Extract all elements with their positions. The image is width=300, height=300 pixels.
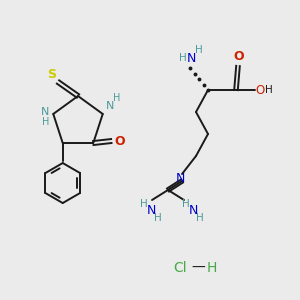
Text: H: H [154, 213, 162, 223]
Text: N: N [188, 203, 198, 217]
Text: N: N [106, 101, 114, 111]
Text: N: N [186, 52, 196, 64]
Text: H: H [42, 117, 49, 127]
Text: H: H [207, 261, 217, 275]
Text: N: N [146, 203, 156, 217]
Text: H: H [179, 53, 187, 63]
Text: —: — [191, 261, 205, 275]
Text: O: O [234, 50, 244, 64]
Text: Cl: Cl [173, 261, 187, 275]
Text: S: S [47, 68, 56, 80]
Text: N: N [41, 107, 50, 117]
Text: N: N [175, 172, 185, 184]
Text: H: H [140, 199, 148, 209]
Text: O: O [255, 83, 265, 97]
Text: H: H [113, 93, 120, 103]
Text: H: H [265, 85, 273, 95]
Text: H: H [196, 213, 204, 223]
Text: H: H [182, 199, 190, 209]
Text: O: O [114, 134, 124, 148]
Text: H: H [195, 45, 203, 55]
